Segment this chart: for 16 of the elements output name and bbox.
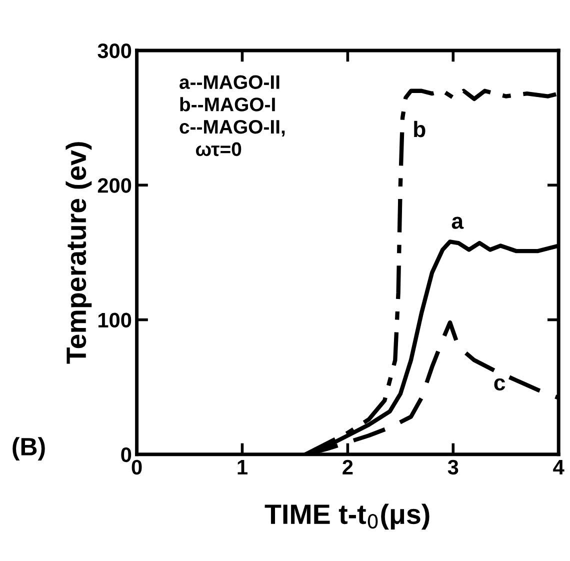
y-tick-label: 200 [98, 178, 132, 193]
x-tick-label: 2 [342, 460, 353, 474]
text: (B) [12, 437, 45, 460]
x-axis-title: TIME t-t$_{0}$(μs) [264, 504, 430, 530]
annotation: b [414, 120, 426, 138]
y-tick-label: 300 [98, 43, 132, 58]
annotation: c [494, 378, 506, 390]
y-tick-label: 100 [98, 312, 132, 328]
annotation: a--MAGO-II b--MAGO-I c--MAGO-II, ωτ=0 [180, 75, 285, 156]
annotation: a [452, 216, 464, 229]
y-axis-title: Temperature (ev) [66, 142, 92, 364]
x-tick-label: 4 [553, 460, 564, 474]
y-tick-label: 0 [121, 447, 132, 462]
x-tick-label: 0 [132, 460, 142, 475]
x-tick-label: 3 [448, 460, 458, 475]
x-tick-label: 1 [238, 460, 248, 474]
